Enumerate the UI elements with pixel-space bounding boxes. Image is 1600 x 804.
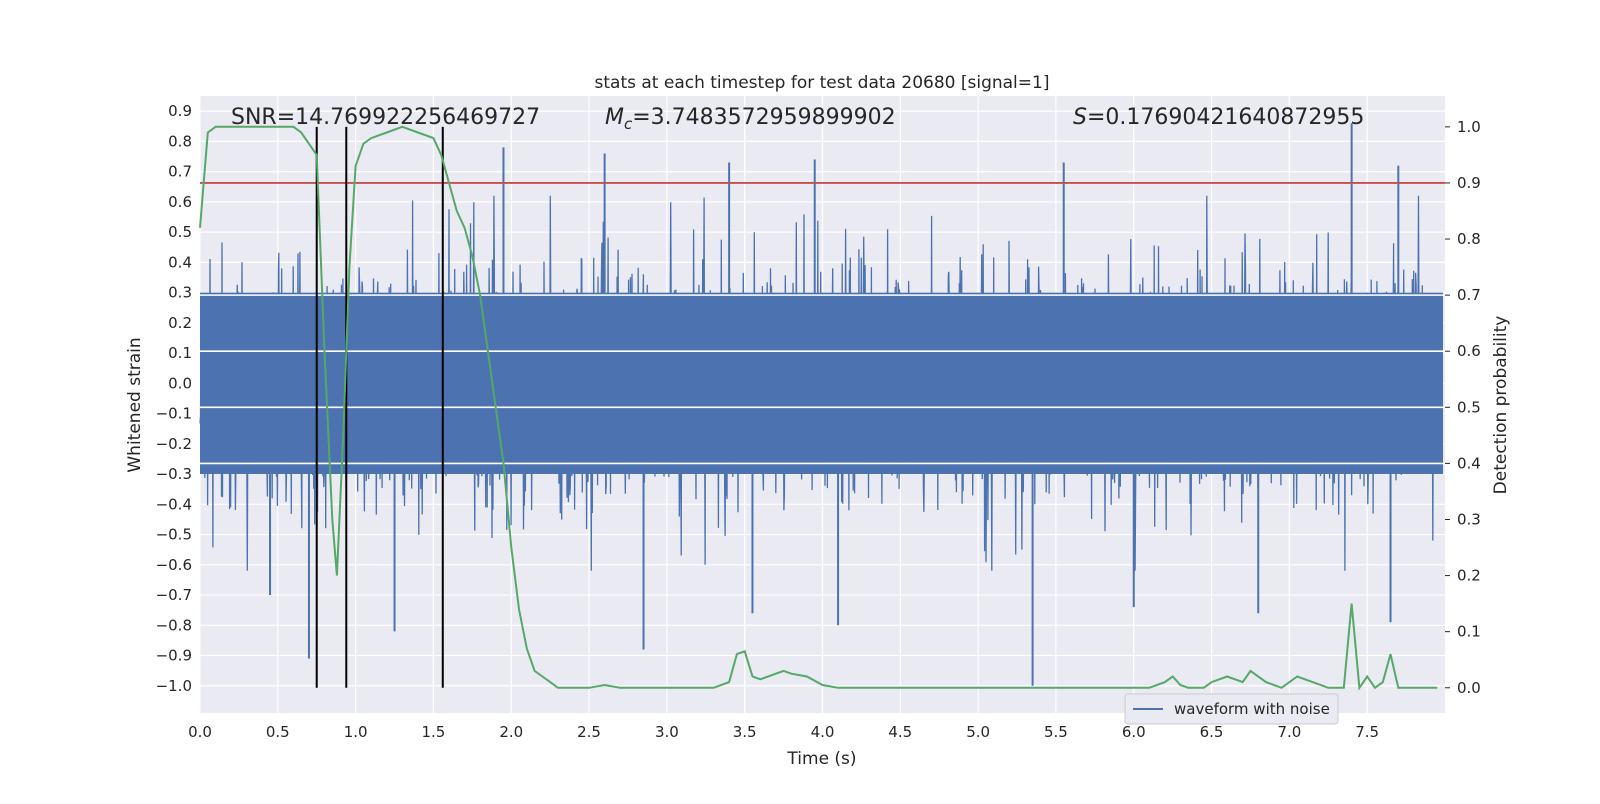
y-tick-label: −0.4 (156, 495, 192, 513)
y-right-tick-label: 0.0 (1457, 679, 1481, 697)
y-tick-label: −0.1 (156, 405, 192, 423)
legend-label-waveform: waveform with noise (1174, 700, 1330, 718)
y-tick-label: 0.7 (168, 163, 192, 181)
x-tick-label: 7.5 (1355, 723, 1379, 741)
x-axis-label: Time (s) (786, 749, 856, 769)
right-grid-layer (200, 294, 1445, 465)
y-tick-label: −0.3 (156, 465, 192, 483)
y-right-tick-label: 0.8 (1457, 230, 1481, 248)
x-tick-label: 4.0 (811, 723, 835, 741)
x-tick-label: 3.5 (733, 723, 757, 741)
y-tick-label: −0.5 (156, 526, 192, 544)
y-tick-label: 0.4 (168, 253, 192, 271)
x-tick-label: 5.0 (966, 723, 990, 741)
x-tick-label: 1.5 (422, 723, 446, 741)
y-right-tick-label: 0.3 (1457, 510, 1481, 528)
y-tick-label: 0.5 (168, 223, 192, 241)
chart-title: stats at each timestep for test data 206… (595, 73, 1050, 93)
y-tick-labels-right: 1.0 0.9 0.8 0.7 0.6 0.5 0.4 0.3 0.2 0.1 0.0 (1445, 118, 1481, 697)
x-tick-label: 2.5 (577, 723, 601, 741)
y-tick-label: −0.9 (156, 647, 192, 665)
y-tick-label: −0.2 (156, 435, 192, 453)
y-tick-label: −0.6 (156, 556, 192, 574)
series-detection-probability (199, 125, 1438, 691)
vertical-lines-layer (315, 126, 444, 688)
x-tick-label: 3.0 (655, 723, 679, 741)
y-axis-label: Whitened strain (125, 337, 145, 472)
y-right-tick-label: 0.9 (1457, 174, 1481, 192)
x-tick-labels: 0.0 0.5 1.0 1.5 2.0 2.5 3.0 3.5 4.0 4.5 5.0 5.5 6.0 6… (188, 723, 1379, 741)
x-tick-label: 7.0 (1277, 723, 1301, 741)
y-tick-label: 0.1 (168, 344, 192, 362)
x-tick-label: 0.0 (188, 723, 212, 741)
y-tick-label: 0.6 (168, 193, 192, 211)
y-tick-label: 0.8 (168, 132, 192, 150)
x-tick-label: 0.5 (266, 723, 290, 741)
y-axis-label-right: Detection probability (1491, 316, 1511, 495)
x-tick-label: 5.5 (1044, 723, 1068, 741)
y-right-tick-label: 0.4 (1457, 454, 1481, 472)
y-right-tick-label: 0.1 (1457, 623, 1481, 641)
snr-annotation: SNR=14.769922256469727 (231, 105, 540, 130)
legend: waveform with noise (1124, 693, 1339, 725)
x-tick-label: 6.0 (1122, 723, 1146, 741)
mc-annotation: Mc=3.7483572959899902 (605, 105, 896, 133)
x-tick-label: 2.0 (499, 723, 523, 741)
y-tick-label: 0.3 (168, 284, 192, 302)
y-right-tick-label: 0.7 (1457, 286, 1481, 304)
y-right-tick-label: 1.0 (1457, 118, 1481, 136)
x-tick-label: 1.0 (344, 723, 368, 741)
s-annotation: S=0.17690421640872955 (1073, 105, 1364, 130)
y-tick-label: −0.7 (156, 586, 192, 604)
y-tick-label: −0.8 (156, 616, 192, 634)
probability-line (199, 125, 1438, 691)
y-tick-label: 0.9 (168, 102, 192, 120)
series-waveform-with-noise (199, 123, 1443, 686)
y-tick-label: 0.2 (168, 314, 192, 332)
x-tick-label: 6.5 (1200, 723, 1224, 741)
waveform-dense-band (200, 292, 1443, 475)
y-tick-label: 0.0 (168, 374, 192, 392)
y-tick-label: −1.0 (156, 677, 192, 695)
y-tick-labels: 0.9 0.8 0.7 0.6 0.5 0.4 0.3 0.2 0.1 0.0 −0.1 −0.2 −0… (156, 102, 192, 695)
y-right-tick-label: 0.6 (1457, 342, 1481, 360)
legend-box (1124, 693, 1339, 725)
y-right-tick-label: 0.5 (1457, 398, 1481, 416)
x-tick-label: 4.5 (888, 723, 912, 741)
y-right-tick-label: 0.2 (1457, 567, 1481, 585)
